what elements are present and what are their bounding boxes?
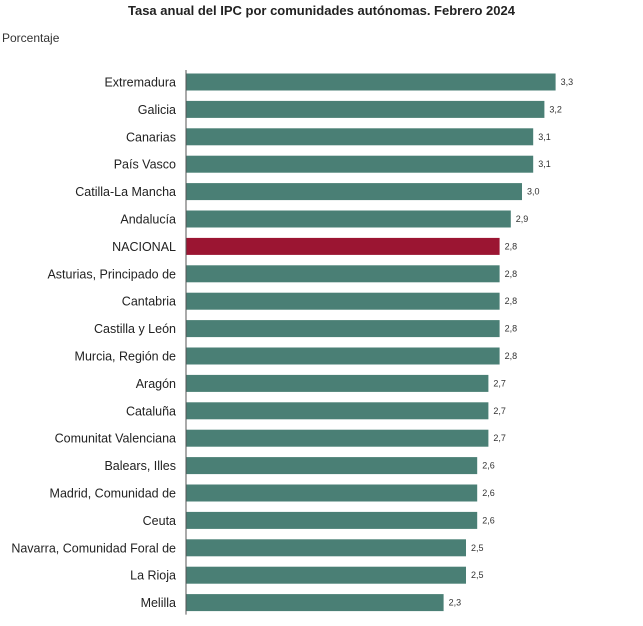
bar: [186, 457, 478, 475]
category-label: Aragón: [136, 377, 176, 391]
chart-subtitle: Porcentaje: [2, 31, 60, 45]
bar-highlight-nacional: [186, 237, 500, 255]
category-label: Comunitat Valenciana: [55, 432, 176, 446]
category-label: Catilla-La Mancha: [75, 185, 176, 199]
bar: [186, 320, 500, 338]
category-label: Cantabria: [122, 295, 176, 309]
category-label: Melilla: [141, 596, 176, 610]
bar: [186, 100, 545, 118]
value-label: 2,8: [505, 241, 518, 251]
value-label: 3,2: [549, 104, 562, 114]
value-label: 2,5: [471, 570, 484, 580]
value-label: 3,3: [561, 77, 574, 87]
category-label: Castilla y León: [94, 322, 176, 336]
bar: [186, 374, 489, 392]
value-label: 2,8: [505, 296, 518, 306]
value-label: 3,1: [538, 132, 551, 142]
category-label: Ceuta: [143, 514, 176, 528]
value-label: 2,7: [493, 378, 506, 388]
category-label: Cataluña: [126, 404, 176, 418]
value-label: 2,3: [449, 598, 462, 608]
bar: [186, 265, 500, 283]
value-label: 2,6: [482, 461, 495, 471]
value-label: 2,8: [505, 269, 518, 279]
category-label: País Vasco: [114, 158, 176, 172]
bar: [186, 484, 478, 502]
bar: [186, 402, 489, 420]
bar: [186, 73, 556, 91]
value-label: 2,6: [482, 515, 495, 525]
value-label: 2,6: [482, 488, 495, 498]
value-label: 2,7: [493, 406, 506, 416]
bar: [186, 429, 489, 447]
bars-group: Extremadura 3,3 Galicia 3,2 Canarias 3,1 País …: [11, 73, 574, 612]
chart-title: Tasa anual del IPC por comunidades autón…: [128, 3, 515, 18]
category-label: Galicia: [138, 103, 176, 117]
bar: [186, 292, 500, 310]
bar: [186, 347, 500, 365]
category-label: Andalucía: [120, 213, 176, 227]
bar: [186, 566, 466, 584]
value-label: 2,5: [471, 543, 484, 553]
bar: [186, 128, 534, 146]
bar: [186, 539, 466, 557]
category-label: NACIONAL: [112, 240, 176, 254]
category-label: Extremadura: [104, 76, 176, 90]
value-label: 2,9: [516, 214, 529, 224]
category-label: Murcia, Región de: [75, 350, 176, 364]
bar: [186, 183, 522, 201]
category-label: La Rioja: [130, 569, 176, 583]
value-label: 2,8: [505, 324, 518, 334]
value-label: 3,1: [538, 159, 551, 169]
category-label: Canarias: [126, 130, 176, 144]
value-label: 3,0: [527, 187, 540, 197]
bar: [186, 210, 511, 228]
bar: [186, 155, 534, 173]
category-label: Navarra, Comunidad Foral de: [11, 541, 176, 555]
value-label: 2,7: [493, 433, 506, 443]
category-label: Balears, Illes: [104, 459, 176, 473]
bar: [186, 594, 444, 612]
value-label: 2,8: [505, 351, 518, 361]
bar: [186, 511, 478, 529]
category-label: Asturias, Principado de: [47, 267, 176, 281]
category-label: Madrid, Comunidad de: [50, 487, 177, 501]
